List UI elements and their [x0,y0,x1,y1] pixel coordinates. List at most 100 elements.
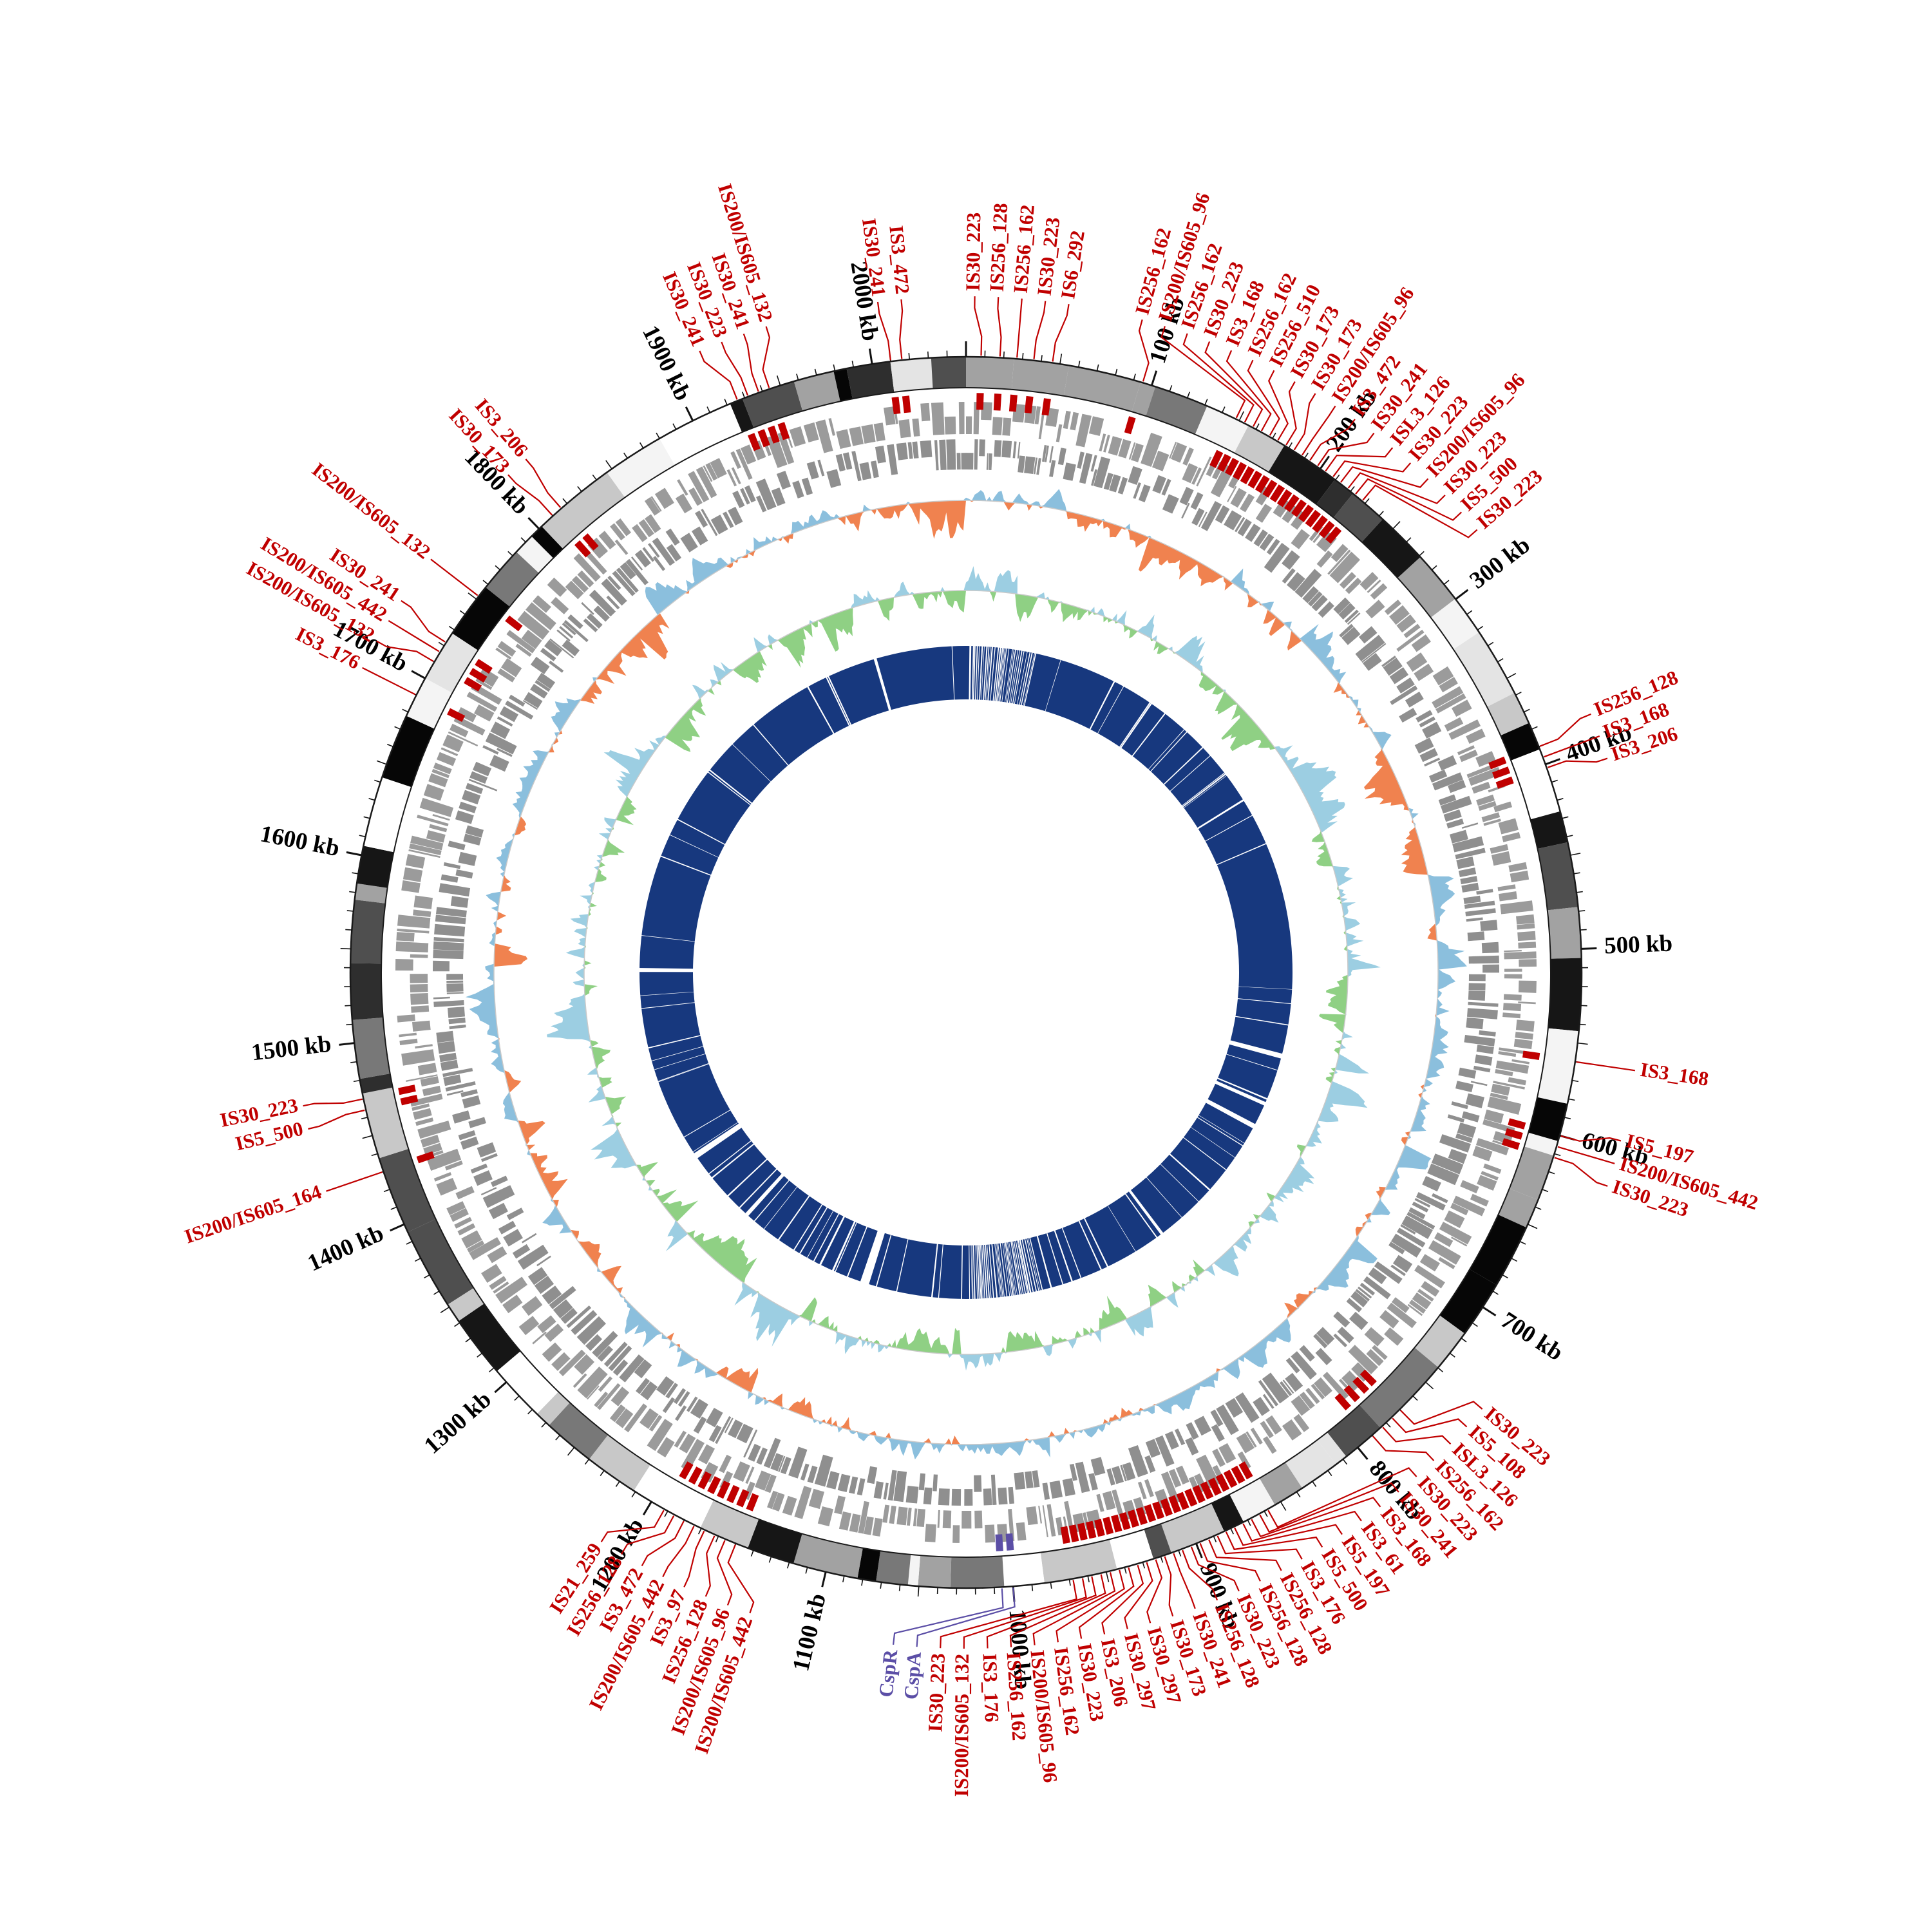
annotation-leader-line [1032,1572,1116,1645]
annotation-leader-line [1078,1567,1135,1639]
gene-track-reverse [433,439,1499,1506]
scale-label: 500 kb [1604,930,1672,959]
annotation-leader-line [1226,350,1272,431]
annotation-leader-line [1267,370,1289,441]
scale-label: 1300 kb [419,1386,497,1459]
annotation-leader-line [430,558,478,596]
annotation-leader-line [762,326,771,388]
annotation-leader-line [1182,1549,1218,1601]
annotation-leader-line [1225,1531,1323,1551]
annotation-leader-line [1576,1061,1636,1072]
annotation-leader-line [1242,1510,1362,1542]
annotation-leader-line [1267,1467,1417,1528]
annotation-leader-line [1208,1539,1282,1571]
annotation-leader-line [641,1520,685,1567]
annotation-leader-line [1164,1556,1174,1617]
scale-label: 1400 kb [304,1220,388,1276]
annotation-leader-line [916,1587,1016,1647]
annotation-leader-line [1539,713,1591,747]
annotation-leader-line [1293,393,1316,451]
annotation-leader-line [525,459,562,508]
annotation-leader-line [1204,341,1264,427]
annotation-leader-line [1392,1417,1468,1434]
is-element-label: IS256_128 [985,203,1012,292]
inner-histogram-track [547,566,1381,1371]
annotation-leader-line [401,600,446,643]
annotation-leader-line [727,1544,755,1614]
annotation-leader-line [362,667,416,696]
annotation-leader-line [1332,460,1412,477]
annotation-leader-line [1557,1146,1615,1164]
annotation-leader-line [1544,735,1600,758]
annotation-leader-line [1548,757,1608,768]
annotation-leader-line [1347,472,1446,504]
annotation-leader-line [1052,304,1070,362]
annotation-leader-line [1362,484,1478,538]
annotation-leader-line [997,297,1002,357]
annotation-leader-line [1372,1435,1435,1461]
annotation-leader-line [1259,1482,1399,1533]
scale-label: 300 kb [1465,532,1535,594]
annotation-leader-line [1217,1535,1303,1560]
is-element-label: IS200/IS605_132 [308,458,435,564]
annotation-leader-line [1355,478,1463,521]
annotation-leader-line [1033,301,1046,359]
tick-scale [339,341,1597,1602]
annotation-leader-line [974,296,983,356]
scale-label: 1500 kb [250,1030,332,1066]
annotation-leader-line [899,299,904,359]
annotation-leader-line [1251,1497,1381,1538]
annotation-leader-line [1317,432,1375,466]
annotation-leader-line [600,1510,665,1542]
annotation-leader-line [507,474,553,516]
scale-label: 1100 kb [788,1591,831,1674]
annotation-leader-line [940,1580,1077,1649]
gene-label: CspA [900,1651,925,1700]
annotation-leader-line [1340,466,1429,488]
annotation-leader-line [743,334,759,392]
annotation-leader-line [1199,1542,1261,1582]
annotation-leader-line [1124,1562,1153,1629]
is-element-label: IS30_223 [923,1653,949,1732]
core-genome-ring [636,643,1295,1302]
annotation-leader-line [1400,1401,1483,1425]
annotation-leader-line [1325,447,1394,472]
gene-label: CspR [875,1648,902,1698]
annotation-leader-line [963,1578,1087,1649]
annotation-leader-line [303,1098,363,1107]
annotation-leader-line [620,1515,675,1555]
annotation-leader-line [1382,1426,1452,1445]
annotation-leader-line [893,1588,1004,1645]
annotation-leader-line [1160,326,1246,419]
annotation-leader-line [1247,359,1280,436]
annotation-leader-line [1173,1553,1196,1609]
annotation-leader-line [376,640,434,662]
annotation-leader-line [1554,1157,1608,1187]
annotation-leader-line [1182,333,1255,422]
annotation-leader-line [1234,1524,1343,1546]
annotation-leader-line [1101,1564,1144,1634]
annotation-leader-line [1190,1546,1240,1592]
is-element-label: IS200/IS605_132 [950,1654,973,1797]
annotation-leader-line [1560,1135,1622,1142]
is-element-marks [398,393,1540,1551]
annotation-leader-line [662,1526,695,1577]
annotation-leader-line [1302,405,1336,456]
is-element-label: IS3_168 [1639,1058,1710,1090]
annotation-leader-line [876,301,891,361]
is-element-label: IS30_223 [961,213,985,292]
gc-skew-track [465,489,1467,1460]
annotation-leader-line [308,1109,365,1130]
annotation-leader-line [1056,1569,1125,1643]
annotation-leader-line [1309,419,1356,461]
scale-label: 1600 kb [258,820,342,862]
scale-label: 700 kb [1496,1307,1567,1366]
annotation-leader-line [1146,1559,1163,1624]
annotation-leader-line [705,1535,715,1597]
annotation-leader-line [721,341,749,396]
annotation-leader-line [1016,298,1023,358]
is-element-label: IS200/IS605_164 [182,1180,325,1248]
ideogram-ring [349,355,1583,1589]
annotation-leader-line [716,1540,733,1605]
